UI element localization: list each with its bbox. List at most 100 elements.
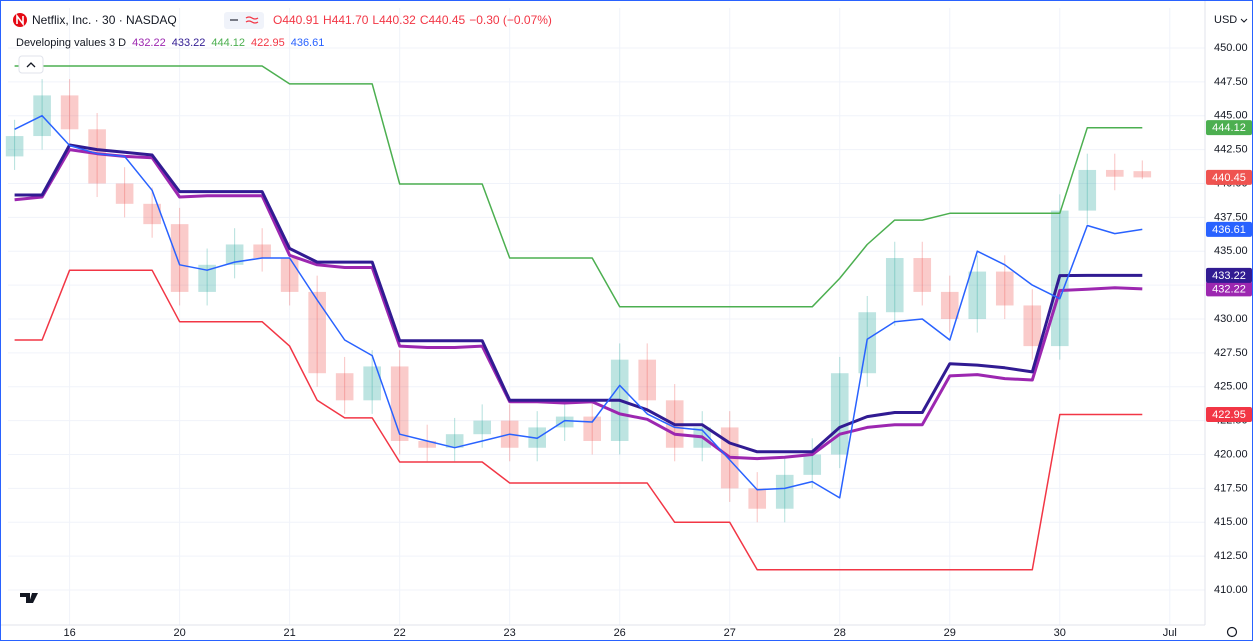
candle-body xyxy=(583,416,601,441)
candle-body xyxy=(60,95,79,130)
candle-body xyxy=(390,366,409,441)
indicator-value: 433.22 xyxy=(172,37,206,49)
series-line xyxy=(14,65,1143,308)
series-line xyxy=(14,114,1143,499)
change: −0.30 (−0.07%) xyxy=(469,13,552,27)
price-tag-label: 436.61 xyxy=(1212,224,1246,236)
indicator-name: Developing values 3 D xyxy=(16,37,126,49)
candle-body xyxy=(308,291,326,374)
symbol-title: Netflix, Inc. · 30 · NASDAQ xyxy=(32,13,177,27)
candle-body xyxy=(913,258,932,292)
x-tick-label: Jul xyxy=(1163,627,1177,639)
price-tag-label: 440.45 xyxy=(1212,172,1246,184)
chart-type-buttons[interactable] xyxy=(224,12,264,29)
price-tag xyxy=(1206,407,1252,423)
currency[interactable]: USD xyxy=(1214,14,1237,26)
ohlc-value: C440.45 xyxy=(420,13,466,27)
price-tag-label: 432.22 xyxy=(1212,283,1246,295)
y-tick-label: 445.00 xyxy=(1214,110,1248,122)
price-tag-label: 433.22 xyxy=(1212,270,1246,282)
y-tick-label: 420.00 xyxy=(1214,448,1248,460)
candle-body xyxy=(198,264,216,292)
tv-logo xyxy=(20,593,38,603)
x-tick-label: 23 xyxy=(504,627,516,639)
series-line xyxy=(14,269,1143,571)
collapse-icon xyxy=(26,62,36,68)
x-tick-label: 30 xyxy=(1054,627,1066,639)
series-line xyxy=(14,148,1143,461)
candle-body xyxy=(280,258,299,292)
y-tick-label: 410.00 xyxy=(1214,584,1248,596)
indicator-value: 436.61 xyxy=(291,37,325,49)
candle-body xyxy=(225,244,244,265)
price-tag xyxy=(1206,267,1252,283)
x-tick-label: 27 xyxy=(724,627,736,639)
candle-body xyxy=(115,183,134,204)
indicator-value: 444.12 xyxy=(211,37,245,49)
candle-body xyxy=(335,373,354,401)
axes: 410.00412.50415.00417.50420.00422.50425.… xyxy=(63,42,1252,639)
indicator-value: 422.95 xyxy=(251,37,285,49)
symbol-logo-mark xyxy=(16,13,24,27)
ohlc-value: H441.70 xyxy=(323,13,369,27)
y-tick-label: 435.00 xyxy=(1214,245,1248,257)
lines xyxy=(14,65,1143,571)
candle-body xyxy=(418,440,436,448)
candle-body xyxy=(88,129,106,184)
candle-body xyxy=(638,359,657,401)
candle-body xyxy=(940,291,959,320)
price-tag xyxy=(1206,120,1252,136)
candle-body xyxy=(253,244,271,259)
candle-body xyxy=(5,136,24,157)
price-tag xyxy=(1206,169,1252,185)
price-tag xyxy=(1206,221,1252,237)
candle-body xyxy=(555,416,574,428)
indicator-value: 432.22 xyxy=(132,37,166,49)
candle-body xyxy=(830,373,849,455)
candle-body xyxy=(995,271,1014,306)
candle-body xyxy=(473,420,491,435)
candle-body xyxy=(1078,169,1097,211)
logo-dot xyxy=(32,593,36,597)
y-tick-label: 427.50 xyxy=(1214,347,1248,359)
y-tick-label: 447.50 xyxy=(1214,76,1248,88)
candle-body xyxy=(1133,171,1152,178)
ohlc-value: L440.32 xyxy=(372,13,416,27)
price-tag-label: 422.95 xyxy=(1212,409,1246,421)
x-tick-label: 16 xyxy=(63,627,75,639)
price-tag xyxy=(1206,281,1252,297)
legend: Netflix, Inc. · 30 · NASDAQ O440.91 H441.… xyxy=(13,12,552,74)
x-tick-label: 28 xyxy=(834,627,846,639)
y-tick-label: 415.00 xyxy=(1214,516,1248,528)
price-tag-label: 444.12 xyxy=(1212,122,1246,134)
ohlc-values: O440.91 H441.70 L440.32 C440.45 −0.30 (−0.07… xyxy=(273,13,552,27)
candle-body xyxy=(363,366,381,401)
y-tick-label: 417.50 xyxy=(1214,482,1248,494)
ohlc-value: O440.91 xyxy=(273,13,319,27)
candle-body xyxy=(748,488,767,509)
y-tick-label: 437.50 xyxy=(1214,211,1248,223)
x-tick-label: 20 xyxy=(174,627,186,639)
y-tick-label: 425.00 xyxy=(1214,381,1248,393)
x-tick-label: 22 xyxy=(394,627,406,639)
y-tick-label: 450.00 xyxy=(1214,42,1248,54)
settings-icon[interactable] xyxy=(1226,626,1238,638)
x-tick-label: 26 xyxy=(614,627,626,639)
candle-body xyxy=(803,454,822,475)
candle-body xyxy=(143,203,161,225)
candle-body xyxy=(1023,305,1042,347)
candle-body xyxy=(445,434,464,448)
candle-body xyxy=(170,224,189,292)
candle-body xyxy=(885,258,904,313)
collapse-button[interactable] xyxy=(18,55,44,74)
y-tick-label: 430.00 xyxy=(1214,313,1248,325)
x-tick-label: 21 xyxy=(284,627,296,639)
y-tick-label: 412.50 xyxy=(1214,550,1248,562)
series-line xyxy=(14,143,1143,454)
candle-body xyxy=(1105,169,1124,177)
grid xyxy=(8,8,1205,625)
candle-body xyxy=(775,474,794,509)
indicator-legend: Developing values 3 D 432.22 433.22 444.12 4… xyxy=(16,37,324,49)
